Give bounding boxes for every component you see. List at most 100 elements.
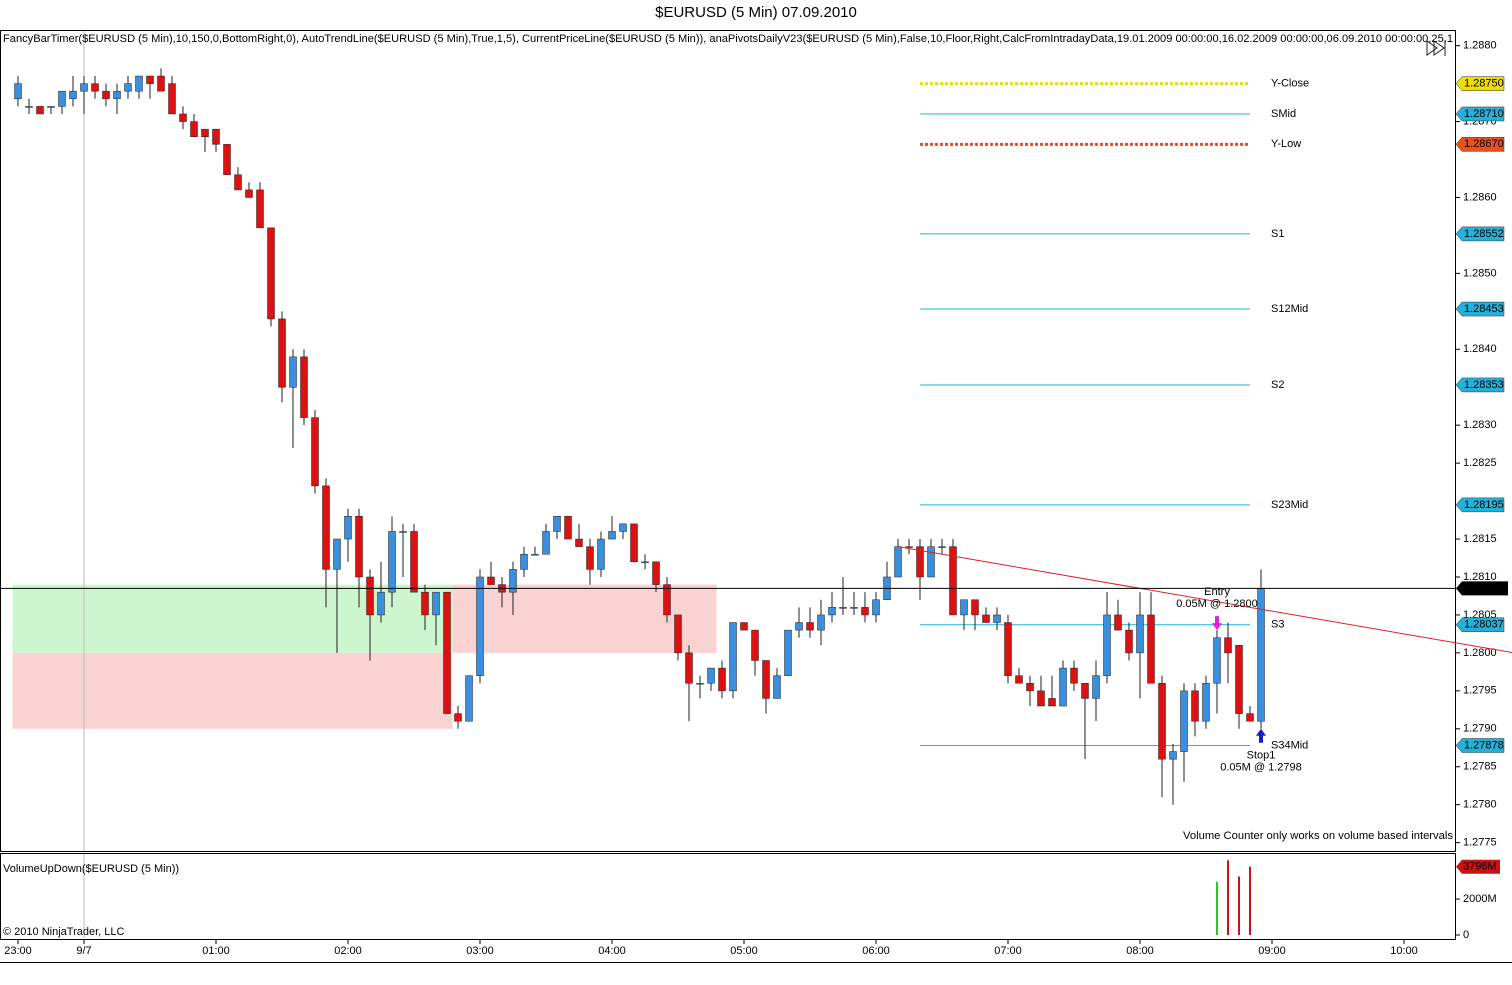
pivot-name: S2 xyxy=(1271,379,1284,391)
volume-note: Volume Counter only works on volume base… xyxy=(1183,830,1454,842)
candle-body xyxy=(1213,637,1221,684)
y-tick-label: 1.2775 xyxy=(1463,837,1497,849)
candle-body xyxy=(1158,683,1166,760)
volume-bar xyxy=(1227,860,1229,935)
price-tag xyxy=(1455,617,1505,633)
x-tick-label: 02:00 xyxy=(334,945,362,957)
candle-body xyxy=(751,629,759,661)
candle-body xyxy=(289,356,297,388)
candle-body xyxy=(1037,690,1045,707)
price-tag-label: 1.28710 xyxy=(1464,108,1504,120)
y-tick-label: 1.2825 xyxy=(1463,457,1497,469)
y-tick-label: 1.2780 xyxy=(1463,799,1497,811)
candle-body xyxy=(575,538,583,547)
candle-body xyxy=(267,227,275,320)
candle-body xyxy=(652,561,660,585)
y-tick-label: 1.2880 xyxy=(1463,40,1497,52)
candle-body xyxy=(872,599,880,616)
candle-body xyxy=(1081,683,1089,699)
x-tick-label: 10:00 xyxy=(1390,945,1418,957)
y-tick-label: 1.2795 xyxy=(1463,685,1497,697)
x-tick-label: 09:00 xyxy=(1258,945,1286,957)
candle-body xyxy=(674,614,682,654)
candle-body xyxy=(102,90,110,100)
entry-arrow xyxy=(1212,616,1222,631)
x-tick-label: 03:00 xyxy=(466,945,494,957)
volume-bar xyxy=(1238,876,1240,935)
candle-body xyxy=(828,607,836,616)
y-tick-label: 1.2790 xyxy=(1463,723,1497,735)
candle-body xyxy=(245,189,253,198)
y-tick-label: 1.2850 xyxy=(1463,267,1497,279)
price-tag-label: 1.28453 xyxy=(1464,303,1504,315)
candle-body xyxy=(718,667,726,692)
x-tick-label: 06:00 xyxy=(862,945,890,957)
candle-body xyxy=(1224,637,1232,654)
price-tag xyxy=(1455,137,1505,152)
pivot-name: Y-Close xyxy=(1271,78,1309,90)
price-tag xyxy=(1455,106,1505,122)
candle-body xyxy=(377,591,385,616)
annotation-detail: 0.05M @ 1.2798 xyxy=(1220,762,1302,774)
candle-body xyxy=(212,128,220,145)
volume-bar xyxy=(1216,881,1218,935)
candle-body xyxy=(1235,645,1243,714)
candle-body xyxy=(432,591,440,616)
candle-body xyxy=(1202,683,1210,722)
candle-body xyxy=(1070,667,1078,684)
pivot-name: S3 xyxy=(1271,619,1284,631)
candle-body xyxy=(278,318,286,388)
price-tag-label: 1.28670 xyxy=(1464,138,1504,150)
candle-body xyxy=(157,75,165,92)
pivot-name: SMid xyxy=(1271,108,1296,120)
candle-body xyxy=(850,607,858,609)
y-tick-label: 1.2810 xyxy=(1463,571,1497,583)
candle-body xyxy=(322,485,330,570)
candle-body xyxy=(740,622,748,631)
candle-body xyxy=(1169,751,1177,760)
candle-body xyxy=(234,174,242,191)
candle-body xyxy=(608,531,616,540)
candle-body xyxy=(300,356,308,418)
candle-body xyxy=(773,675,781,699)
price-tag-label: 1.28750 xyxy=(1464,78,1504,90)
candle-body xyxy=(168,83,176,115)
candle-body xyxy=(25,106,33,108)
trend-line xyxy=(897,546,1512,654)
candle-body xyxy=(399,531,407,533)
candle-body xyxy=(553,516,561,532)
candle-body xyxy=(707,667,715,684)
x-tick-label: 23:00 xyxy=(4,945,32,957)
candle-body xyxy=(1026,683,1034,692)
pivot-name: S34Mid xyxy=(1271,739,1308,751)
candle-body xyxy=(1136,614,1144,654)
candle-body xyxy=(1246,713,1254,722)
value-zone xyxy=(12,584,453,653)
x-tick-label: 05:00 xyxy=(730,945,758,957)
candle-body xyxy=(366,576,374,616)
price-tag-label: 1.28353 xyxy=(1464,379,1504,391)
candle-body xyxy=(113,90,121,100)
price-tag xyxy=(1455,76,1505,91)
candle-body xyxy=(476,576,484,676)
candle-body xyxy=(971,599,979,616)
candle-body xyxy=(993,614,1001,623)
value-zone xyxy=(452,584,717,653)
price-tag-label: 1.27878 xyxy=(1464,739,1504,751)
volume-tag xyxy=(1456,859,1500,874)
volume-title: VolumeUpDown($EURUSD (5 Min)) xyxy=(3,863,179,875)
candle-body xyxy=(344,516,352,540)
price-tag xyxy=(1455,301,1505,317)
x-tick-label: 04:00 xyxy=(598,945,626,957)
x-tick-label: 07:00 xyxy=(994,945,1022,957)
candle-body xyxy=(1048,698,1056,707)
candle-body xyxy=(1004,622,1012,676)
y-tick-label: 1.2785 xyxy=(1463,761,1497,773)
candle-body xyxy=(520,553,528,570)
price-tag xyxy=(1455,738,1505,753)
candle-body xyxy=(795,622,803,631)
candle-body xyxy=(135,75,143,92)
candle-body xyxy=(784,629,792,676)
annotation-title: Entry xyxy=(1204,586,1230,598)
